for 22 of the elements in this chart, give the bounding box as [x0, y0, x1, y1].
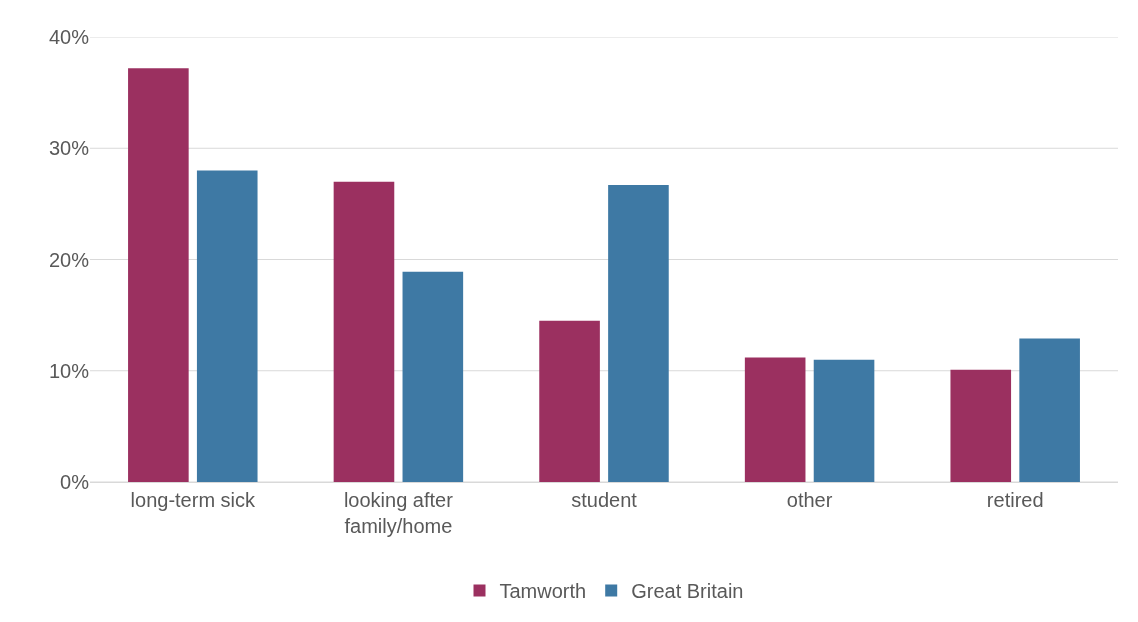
legend-label: Tamworth — [499, 580, 587, 603]
bar — [950, 369, 1012, 482]
bar — [196, 170, 258, 482]
y-tick-label: 30% — [48, 137, 90, 160]
y-tick-label: 10% — [48, 359, 90, 382]
x-tick-label: long-term sick — [130, 489, 257, 511]
bar — [128, 68, 189, 482]
legend-label: Great Britain — [631, 580, 744, 603]
y-tick-label: 40% — [48, 26, 90, 48]
bar — [744, 357, 806, 482]
bar — [608, 184, 669, 482]
bar — [333, 181, 395, 482]
bar — [813, 359, 875, 482]
x-tick-label: looking after family/home — [343, 489, 454, 537]
x-tick-label: retired — [986, 489, 1044, 511]
bar — [539, 320, 600, 482]
y-tick-label: 20% — [48, 248, 90, 271]
bar — [402, 271, 464, 482]
y-tick-label: 0% — [60, 471, 90, 493]
x-tick-label: student — [571, 489, 638, 511]
bar — [1019, 338, 1080, 482]
x-tick-label: other — [786, 489, 833, 511]
